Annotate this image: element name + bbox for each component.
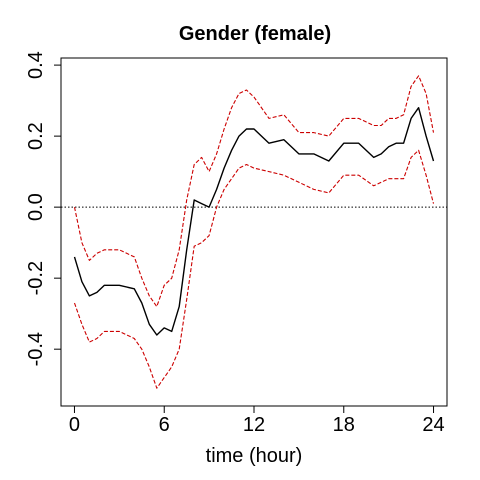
- x-tick-label-0: 0: [69, 414, 80, 436]
- chart-title: Gender (female): [179, 23, 331, 45]
- estimate-line: [73, 107, 435, 336]
- x-tick-label-24: 24: [422, 414, 444, 436]
- x-tick-label-12: 12: [243, 414, 265, 436]
- y-tick-label-1: -0.2: [25, 261, 47, 295]
- y-tick-label-0: -0.4: [25, 332, 47, 366]
- plot-frame: [60, 57, 448, 407]
- y-tick-label-3: 0.2: [25, 122, 47, 150]
- plot-area: [61, 75, 447, 389]
- x-tick-label-6: 6: [159, 414, 170, 436]
- y-tick-label-2: 0.0: [25, 193, 47, 221]
- x-tick-label-18: 18: [333, 414, 355, 436]
- axes: 0 6 12 18 24 -0.4 -0.2 0.0 0.2 0.4: [25, 51, 448, 436]
- x-axis-label: time (hour): [206, 445, 303, 467]
- upper-bound-line: [73, 75, 435, 308]
- y-tick-label-4: 0.4: [25, 51, 47, 79]
- lower-bound-line: [73, 149, 435, 389]
